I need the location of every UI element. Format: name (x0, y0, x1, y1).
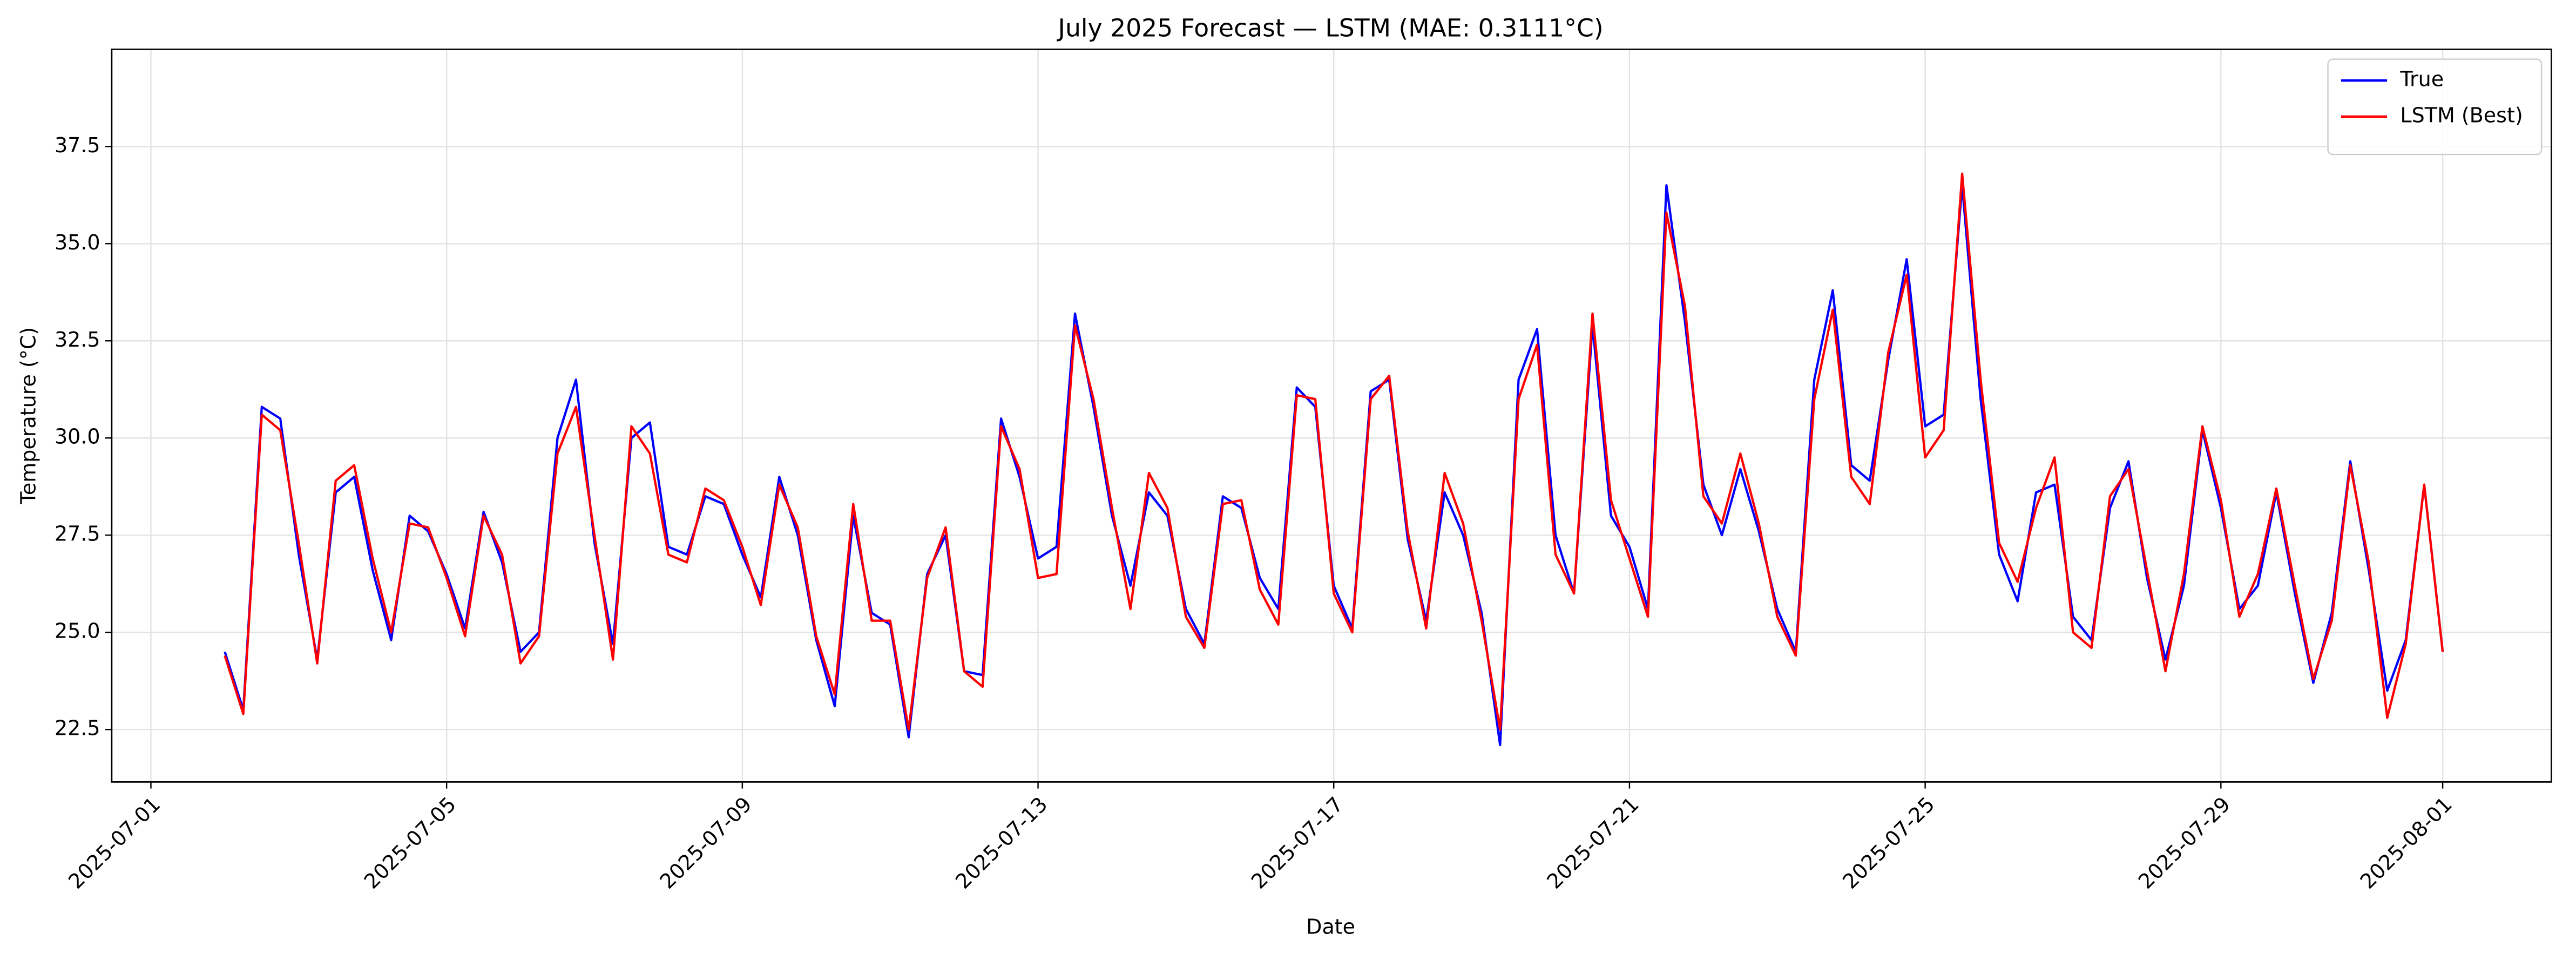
y-tick-label: 35.0 (55, 231, 100, 254)
y-tick-label: 25.0 (55, 619, 100, 643)
y-tick-label: 27.5 (55, 522, 100, 546)
y-tick-label: 30.0 (55, 425, 100, 449)
y-axis-label: Temperature (°C) (16, 327, 40, 505)
legend-label: LSTM (Best) (2400, 104, 2523, 127)
legend: True LSTM (Best) (2327, 58, 2543, 155)
y-tick-label: 37.5 (55, 133, 100, 157)
y-tick-label: 22.5 (55, 716, 100, 740)
chart-title: July 2025 Forecast — LSTM (MAE: 0.3111°C… (1057, 13, 1604, 42)
x-axis-label: Date (1306, 915, 1355, 939)
y-tick-label: 32.5 (55, 328, 100, 351)
data-line (224, 172, 2444, 731)
legend-box (2327, 58, 2543, 155)
legend-label: True (2399, 67, 2444, 91)
plot-frame (111, 48, 2552, 783)
